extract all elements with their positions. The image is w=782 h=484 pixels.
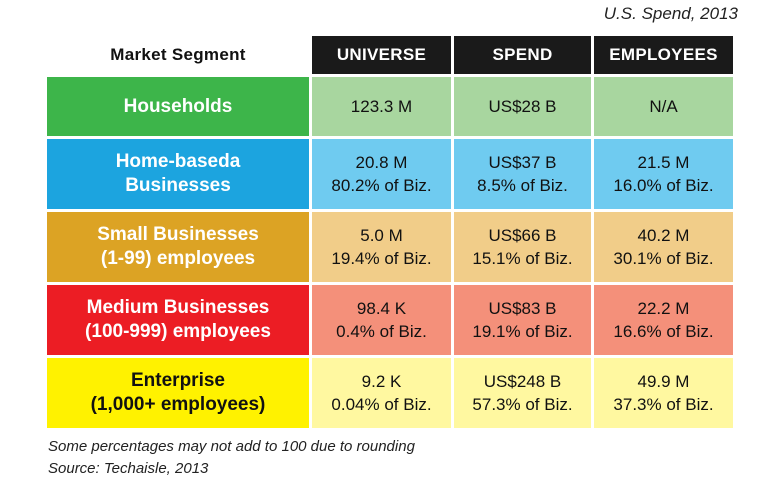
table-row: Enterprise (1,000+ employees) 9.2 K 0.04% o…	[47, 358, 733, 428]
value-label: 40.2 M	[637, 226, 690, 245]
share-label: 0.4% of Biz.	[336, 322, 427, 341]
header-spend: SPEND	[454, 36, 591, 74]
value-label: US$66 B	[488, 226, 557, 245]
value-label: N/A	[649, 97, 678, 116]
share-label: 80.2% of Biz.	[331, 176, 432, 195]
value-label: 5.0 M	[360, 226, 403, 245]
segment-cell: Households	[47, 77, 309, 136]
employees-cell: 40.2 M 30.1% of Biz.	[594, 212, 733, 282]
table-row: Home-baseda Businesses 20.8 M 80.2% of Biz.…	[47, 139, 733, 209]
segment-label: Home-baseda	[115, 151, 241, 172]
table-row: Small Businesses (1-99) employees 5.0 M 19.…	[47, 212, 733, 282]
value-label: 21.5 M	[637, 153, 690, 172]
segment-label: Small Businesses	[97, 224, 259, 245]
universe-cell: 5.0 M 19.4% of Biz.	[312, 212, 451, 282]
share-label: 37.3% of Biz.	[613, 395, 714, 414]
value-label: US$28 B	[488, 97, 557, 116]
segment-cell: Home-baseda Businesses	[47, 139, 309, 209]
segment-label: (1-99) employees	[100, 248, 256, 269]
source-note: Source: Techaisle, 2013	[48, 460, 209, 477]
value-label: 9.2 K	[361, 372, 402, 391]
rounding-note: Some percentages may not add to 100 due …	[48, 438, 415, 455]
value-label: US$83 B	[488, 299, 557, 318]
segment-cell: Medium Businesses (100-999) employees	[47, 285, 309, 355]
segment-label: (1,000+ employees)	[90, 394, 266, 415]
employees-cell: 22.2 M 16.6% of Biz.	[594, 285, 733, 355]
header-employees: EMPLOYEES	[594, 36, 733, 74]
employees-cell: 21.5 M 16.0% of Biz.	[594, 139, 733, 209]
value-label: 123.3 M	[350, 97, 413, 116]
spend-cell: US$37 B 8.5% of Biz.	[454, 139, 591, 209]
segment-label: Businesses	[125, 175, 231, 196]
share-label: 16.6% of Biz.	[613, 322, 714, 341]
header-market-segment: Market Segment	[47, 36, 309, 74]
table-row: Households 123.3 M US$28 B N/A	[47, 77, 733, 136]
segment-cell: Small Businesses (1-99) employees	[47, 212, 309, 282]
share-label: 8.5% of Biz.	[477, 176, 568, 195]
segment-label: Medium Businesses	[86, 297, 270, 318]
spend-cell: US$28 B	[454, 77, 591, 136]
value-label: 98.4 K	[356, 299, 407, 318]
share-label: 19.1% of Biz.	[472, 322, 573, 341]
value-label: US$37 B	[488, 153, 557, 172]
share-label: 0.04% of Biz.	[331, 395, 432, 414]
segment-label: Households	[123, 95, 233, 117]
table-row: Medium Businesses (100-999) employees 98.4…	[47, 285, 733, 355]
universe-cell: 9.2 K 0.04% of Biz.	[312, 358, 451, 428]
share-label: 16.0% of Biz.	[613, 176, 714, 195]
share-label: 15.1% of Biz.	[472, 249, 573, 268]
share-label: 30.1% of Biz.	[613, 249, 714, 268]
universe-cell: 20.8 M 80.2% of Biz.	[312, 139, 451, 209]
universe-cell: 123.3 M	[312, 77, 451, 136]
market-segment-table: Market Segment UNIVERSE SPEND EMPLOYEES …	[44, 33, 736, 431]
value-label: US$248 B	[483, 372, 562, 391]
header-row: Market Segment UNIVERSE SPEND EMPLOYEES	[47, 36, 733, 74]
employees-cell: N/A	[594, 77, 733, 136]
table-body: Households 123.3 M US$28 B N/A Home-baseda Bu…	[47, 77, 733, 428]
share-label: 57.3% of Biz.	[472, 395, 573, 414]
footnotes: Some percentages may not add to 100 due …	[48, 436, 415, 480]
chart-caption: U.S. Spend, 2013	[603, 4, 738, 23]
segment-label: Enterprise	[131, 370, 225, 391]
value-label: 49.9 M	[637, 372, 690, 391]
spend-cell: US$66 B 15.1% of Biz.	[454, 212, 591, 282]
value-label: 20.8 M	[355, 153, 408, 172]
segment-cell: Enterprise (1,000+ employees)	[47, 358, 309, 428]
share-label: 19.4% of Biz.	[331, 249, 432, 268]
employees-cell: 49.9 M 37.3% of Biz.	[594, 358, 733, 428]
universe-cell: 98.4 K 0.4% of Biz.	[312, 285, 451, 355]
segment-label: (100-999) employees	[85, 321, 271, 342]
value-label: 22.2 M	[637, 299, 690, 318]
spend-cell: US$248 B 57.3% of Biz.	[454, 358, 591, 428]
header-universe: UNIVERSE	[312, 36, 451, 74]
spend-cell: US$83 B 19.1% of Biz.	[454, 285, 591, 355]
